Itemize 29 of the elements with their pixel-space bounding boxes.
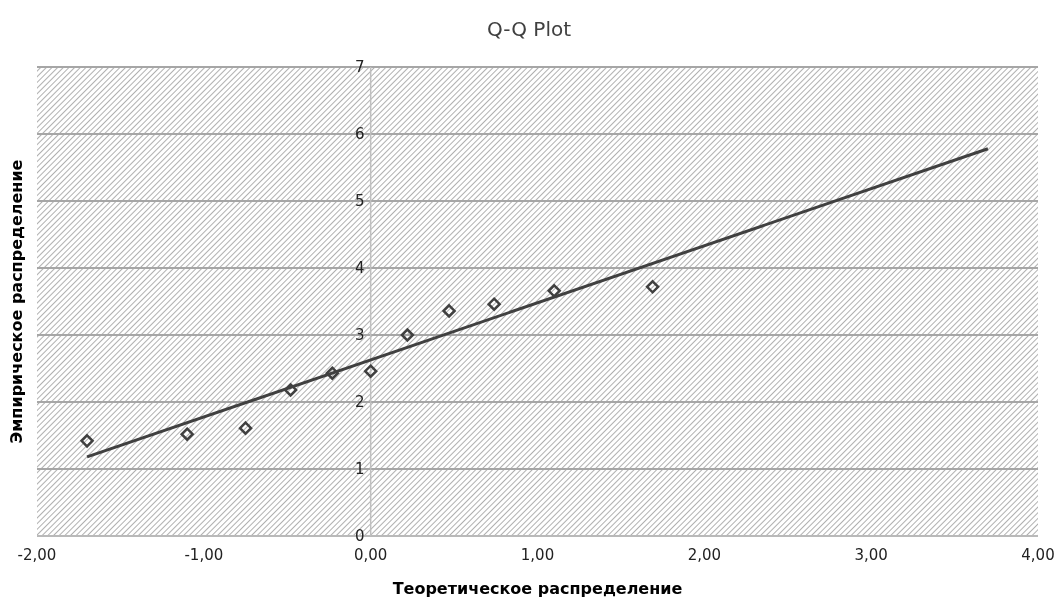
- y-tick-label: 6: [355, 125, 365, 144]
- x-tick-label: 2,00: [687, 546, 722, 564]
- point: [180, 427, 194, 441]
- x-tick-label: 4,00: [1021, 546, 1055, 564]
- chart-title: Q-Q Plot: [486, 17, 572, 41]
- point: [645, 280, 660, 294]
- point: [442, 304, 456, 318]
- point: [487, 297, 501, 311]
- point: [547, 284, 561, 298]
- y-tick-label: 5: [355, 192, 365, 211]
- x-tick-label: 1,00: [520, 546, 555, 564]
- x-axis-title: Теоретическое распределение: [392, 579, 683, 598]
- x-tick-label: -2,00: [17, 546, 57, 564]
- y-tick-label: 1: [355, 460, 365, 479]
- point: [80, 434, 94, 448]
- y-tick-label: 0: [355, 527, 365, 546]
- y-tick-label: 2: [355, 393, 365, 412]
- point: [325, 366, 340, 380]
- y-tick-label: 7: [355, 58, 365, 77]
- point: [400, 328, 415, 342]
- y-axis-title: Эмпирическое распределение: [7, 159, 26, 444]
- point: [238, 421, 253, 435]
- point: [363, 364, 378, 378]
- x-tick-label: 0,00: [353, 546, 388, 564]
- y-tick-label: 3: [355, 326, 365, 345]
- x-tick-label: -1,00: [184, 546, 224, 564]
- y-tick-label: 4: [355, 259, 365, 278]
- point: [283, 383, 298, 397]
- x-tick-label: 3,00: [854, 546, 888, 564]
